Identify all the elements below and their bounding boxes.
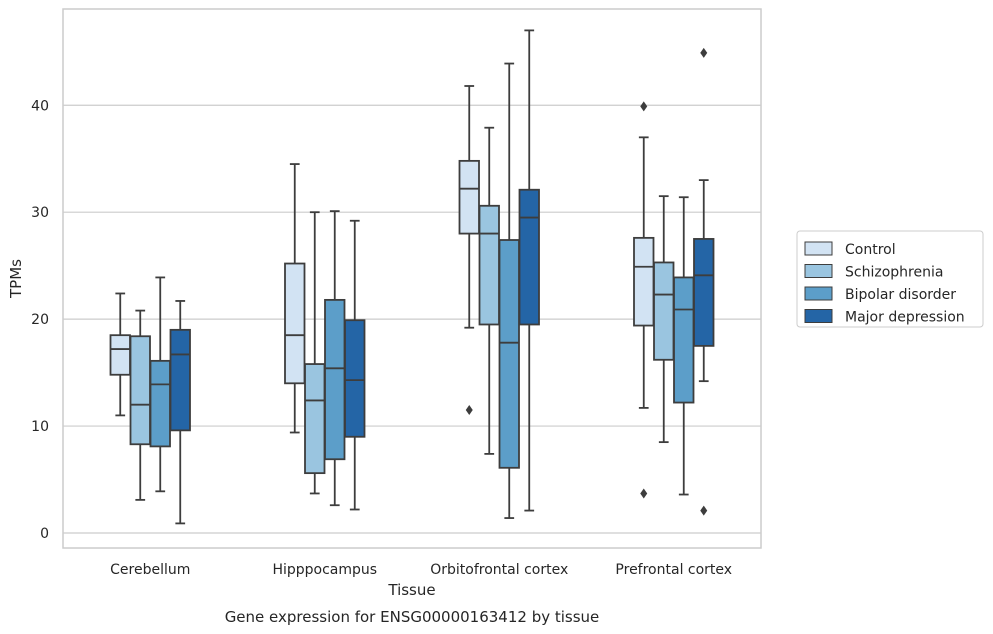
box: [458, 159, 480, 235]
box: [129, 335, 151, 446]
box-group: [149, 276, 171, 493]
box-group: [304, 211, 326, 495]
legend-swatch: [804, 241, 833, 256]
box-group: [344, 219, 366, 511]
box: [653, 261, 675, 361]
box: [304, 363, 326, 475]
box: [633, 236, 655, 327]
box-group: [324, 210, 346, 507]
box-group: [109, 292, 131, 417]
box-group: [498, 62, 520, 519]
legend-label: Major depression: [845, 310, 965, 326]
boxes: [109, 29, 715, 525]
box: [498, 239, 520, 469]
y-tick-label: 0: [40, 526, 49, 542]
legend-label: Control: [845, 242, 896, 258]
outlier-point: [640, 488, 648, 499]
box: [109, 334, 131, 376]
y-tick-label: 30: [31, 205, 49, 221]
legend-swatch: [804, 309, 833, 323]
outlier-point: [700, 505, 708, 516]
box-group: [633, 101, 655, 499]
x-tick-label: Cerebellum: [110, 562, 190, 578]
box: [149, 359, 171, 448]
y-tick-label: 10: [31, 419, 49, 435]
box: [673, 276, 695, 404]
figure-caption: Gene expression for ENSG00000163412 by t…: [225, 608, 600, 626]
box-group: [478, 126, 500, 455]
box-group: [653, 195, 675, 444]
y-tick-label: 20: [31, 312, 49, 328]
y-tick-labels: 0 10 20 30 40: [31, 98, 49, 542]
box: [169, 328, 191, 432]
y-axis-label: TPMs: [7, 259, 25, 299]
legend-swatch: [804, 286, 833, 301]
box: [284, 262, 306, 385]
legend: Control Schizophrenia Bipolar disorder Majo…: [796, 230, 984, 328]
legend-frame: [796, 230, 984, 328]
outlier-point: [465, 405, 473, 416]
box: [518, 188, 540, 326]
box-group: [169, 300, 191, 525]
box-group: [458, 85, 480, 416]
x-tick-label: Hipppocampus: [272, 562, 377, 578]
box: [478, 204, 500, 326]
y-tick-label: 40: [31, 98, 49, 114]
plot-area-frame: [62, 8, 762, 549]
x-tick-label: Orbitofrontal cortex: [430, 562, 568, 578]
x-tick-label: Prefrontal cortex: [615, 562, 732, 578]
box-group: [284, 163, 306, 434]
x-tick-labels: Cerebellum Hipppocampus Orbitofrontal cort…: [110, 562, 732, 578]
outlier-point: [640, 101, 648, 112]
legend-label: Bipolar disorder: [845, 287, 956, 303]
x-axis-label: Tissue: [387, 581, 435, 599]
box: [693, 238, 715, 347]
outlier-point: [700, 47, 708, 58]
box-group: [693, 47, 715, 516]
box-group: [673, 196, 695, 496]
box-group: [129, 309, 151, 501]
legend-label: Schizophrenia: [845, 265, 943, 281]
box-group: [518, 29, 540, 512]
legend-swatch: [804, 264, 833, 278]
box: [344, 319, 366, 438]
box: [324, 298, 346, 461]
